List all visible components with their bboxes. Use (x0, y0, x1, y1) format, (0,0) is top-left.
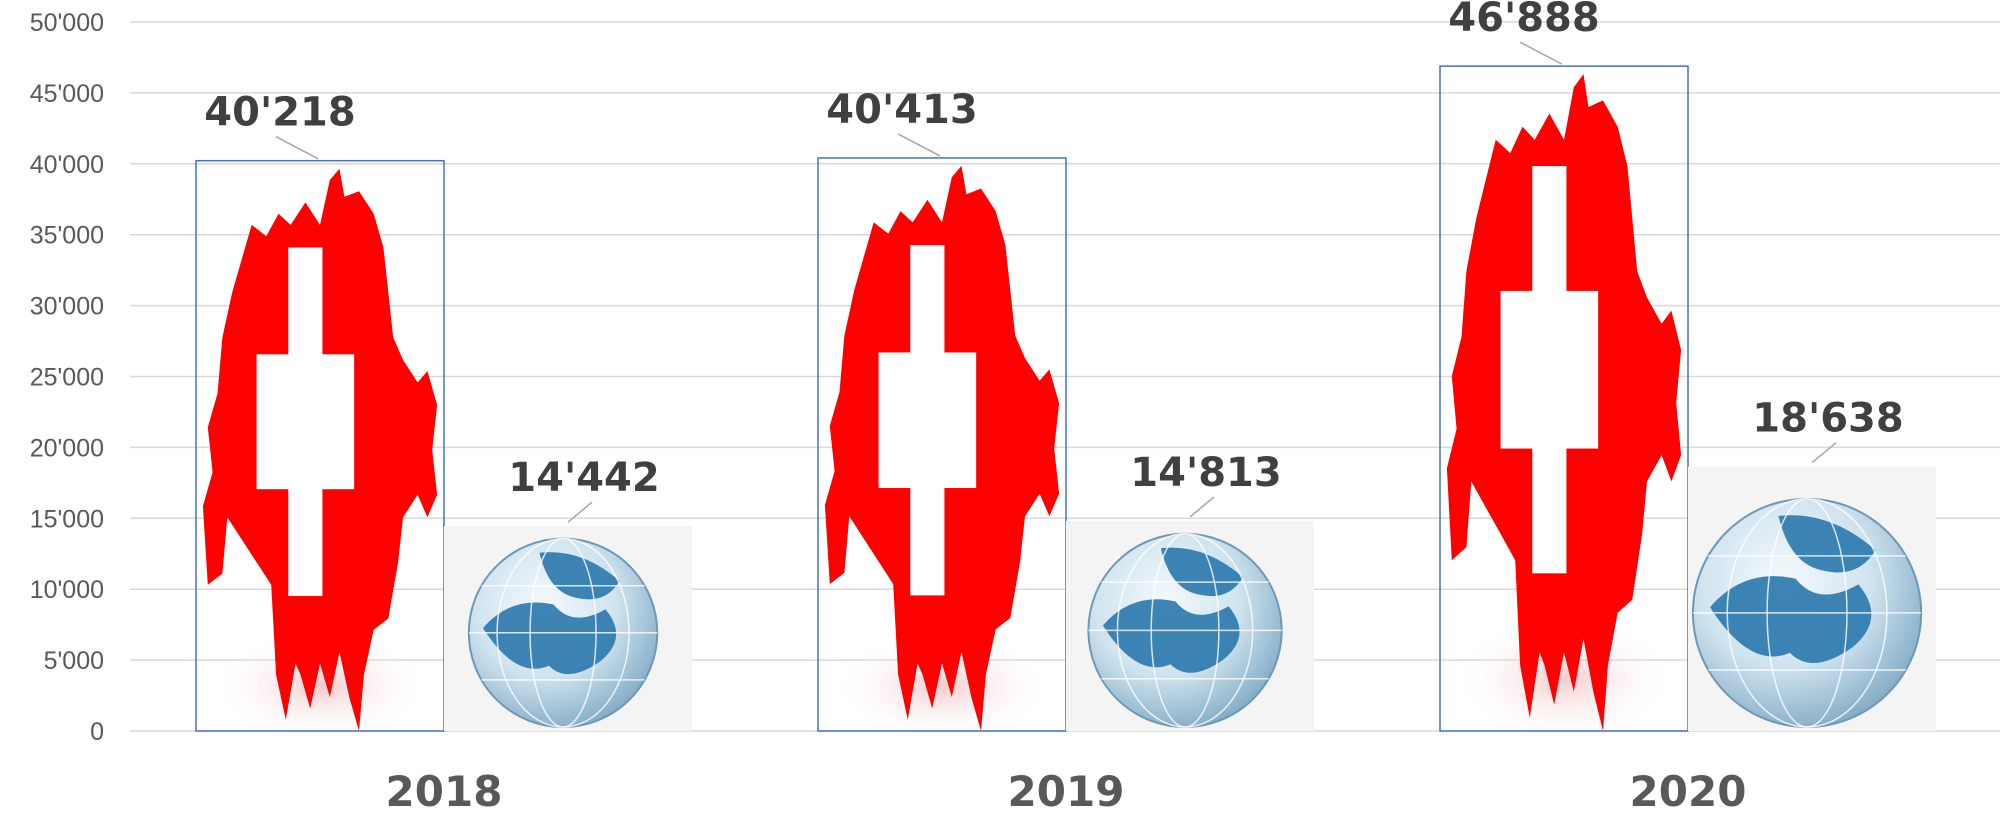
y-tick-label: 5'000 (44, 647, 104, 675)
data-label: 40'218 (204, 90, 355, 136)
bar-outline (1439, 65, 1689, 732)
y-tick-label: 25'000 (30, 364, 104, 392)
globe-icon (1066, 520, 1314, 731)
swiss-map-icon (824, 165, 1060, 743)
bar-outline (817, 157, 1067, 732)
y-tick-label: 0 (90, 718, 104, 746)
swiss-map-icon (1446, 74, 1682, 745)
data-label: 46'888 (1448, 0, 1599, 41)
bar-outline (195, 159, 445, 732)
cross-horizontal (1500, 290, 1599, 449)
y-tick-label: 15'000 (30, 505, 104, 533)
y-tick-label: 50'000 (30, 9, 104, 37)
leader-line (1811, 442, 1837, 464)
continent-shape (1710, 576, 1872, 663)
bar-switzerland (1439, 65, 1689, 745)
data-labels: 40'218 14'442 40'413 14'813 46'888 18'638 (204, 0, 1904, 523)
leader-line (567, 501, 593, 523)
data-label: 18'638 (1752, 396, 1903, 442)
leader-line (897, 133, 941, 157)
globe-icon (1688, 466, 1936, 731)
map-shadow (210, 629, 430, 743)
cross-horizontal (256, 354, 355, 490)
continent-shape (1102, 599, 1240, 673)
y-tick-label: 20'000 (30, 434, 104, 462)
leader-line (1519, 41, 1563, 65)
map-shadow (1454, 612, 1674, 745)
y-tick-label: 40'000 (30, 151, 104, 179)
bar-switzerland (195, 159, 445, 743)
y-tick-label: 10'000 (30, 576, 104, 604)
x-tick-label: 2020 (1630, 767, 1747, 813)
bar-world (444, 526, 692, 731)
cross-horizontal (878, 352, 977, 489)
y-tick-label: 45'000 (30, 80, 104, 108)
x-tick-label: 2018 (386, 767, 503, 813)
y-axis-ticks: 0 5'000 10'000 15'000 20'000 25'000 30'000 35'0… (30, 9, 104, 746)
continent-shape (1778, 515, 1876, 573)
map-shadow (832, 629, 1052, 743)
data-label: 14'442 (508, 455, 659, 501)
data-label: 40'413 (826, 87, 977, 133)
y-tick-label: 30'000 (30, 293, 104, 321)
bar-world (1688, 466, 1936, 731)
swiss-map-icon (202, 168, 438, 743)
globe-icon (444, 526, 692, 731)
bar-switzerland (817, 157, 1067, 743)
continent-shape (482, 602, 617, 675)
bar-world (1066, 520, 1314, 731)
x-axis-ticks: 2018 2019 2020 (386, 767, 1747, 813)
leader-line (275, 136, 319, 160)
y-tick-label: 35'000 (30, 222, 104, 250)
x-tick-label: 2019 (1008, 767, 1125, 813)
leader-line (1189, 496, 1215, 518)
bars (195, 65, 1936, 745)
continent-shape (539, 552, 620, 600)
data-label: 14'813 (1130, 450, 1281, 496)
continent-shape (1160, 547, 1244, 597)
